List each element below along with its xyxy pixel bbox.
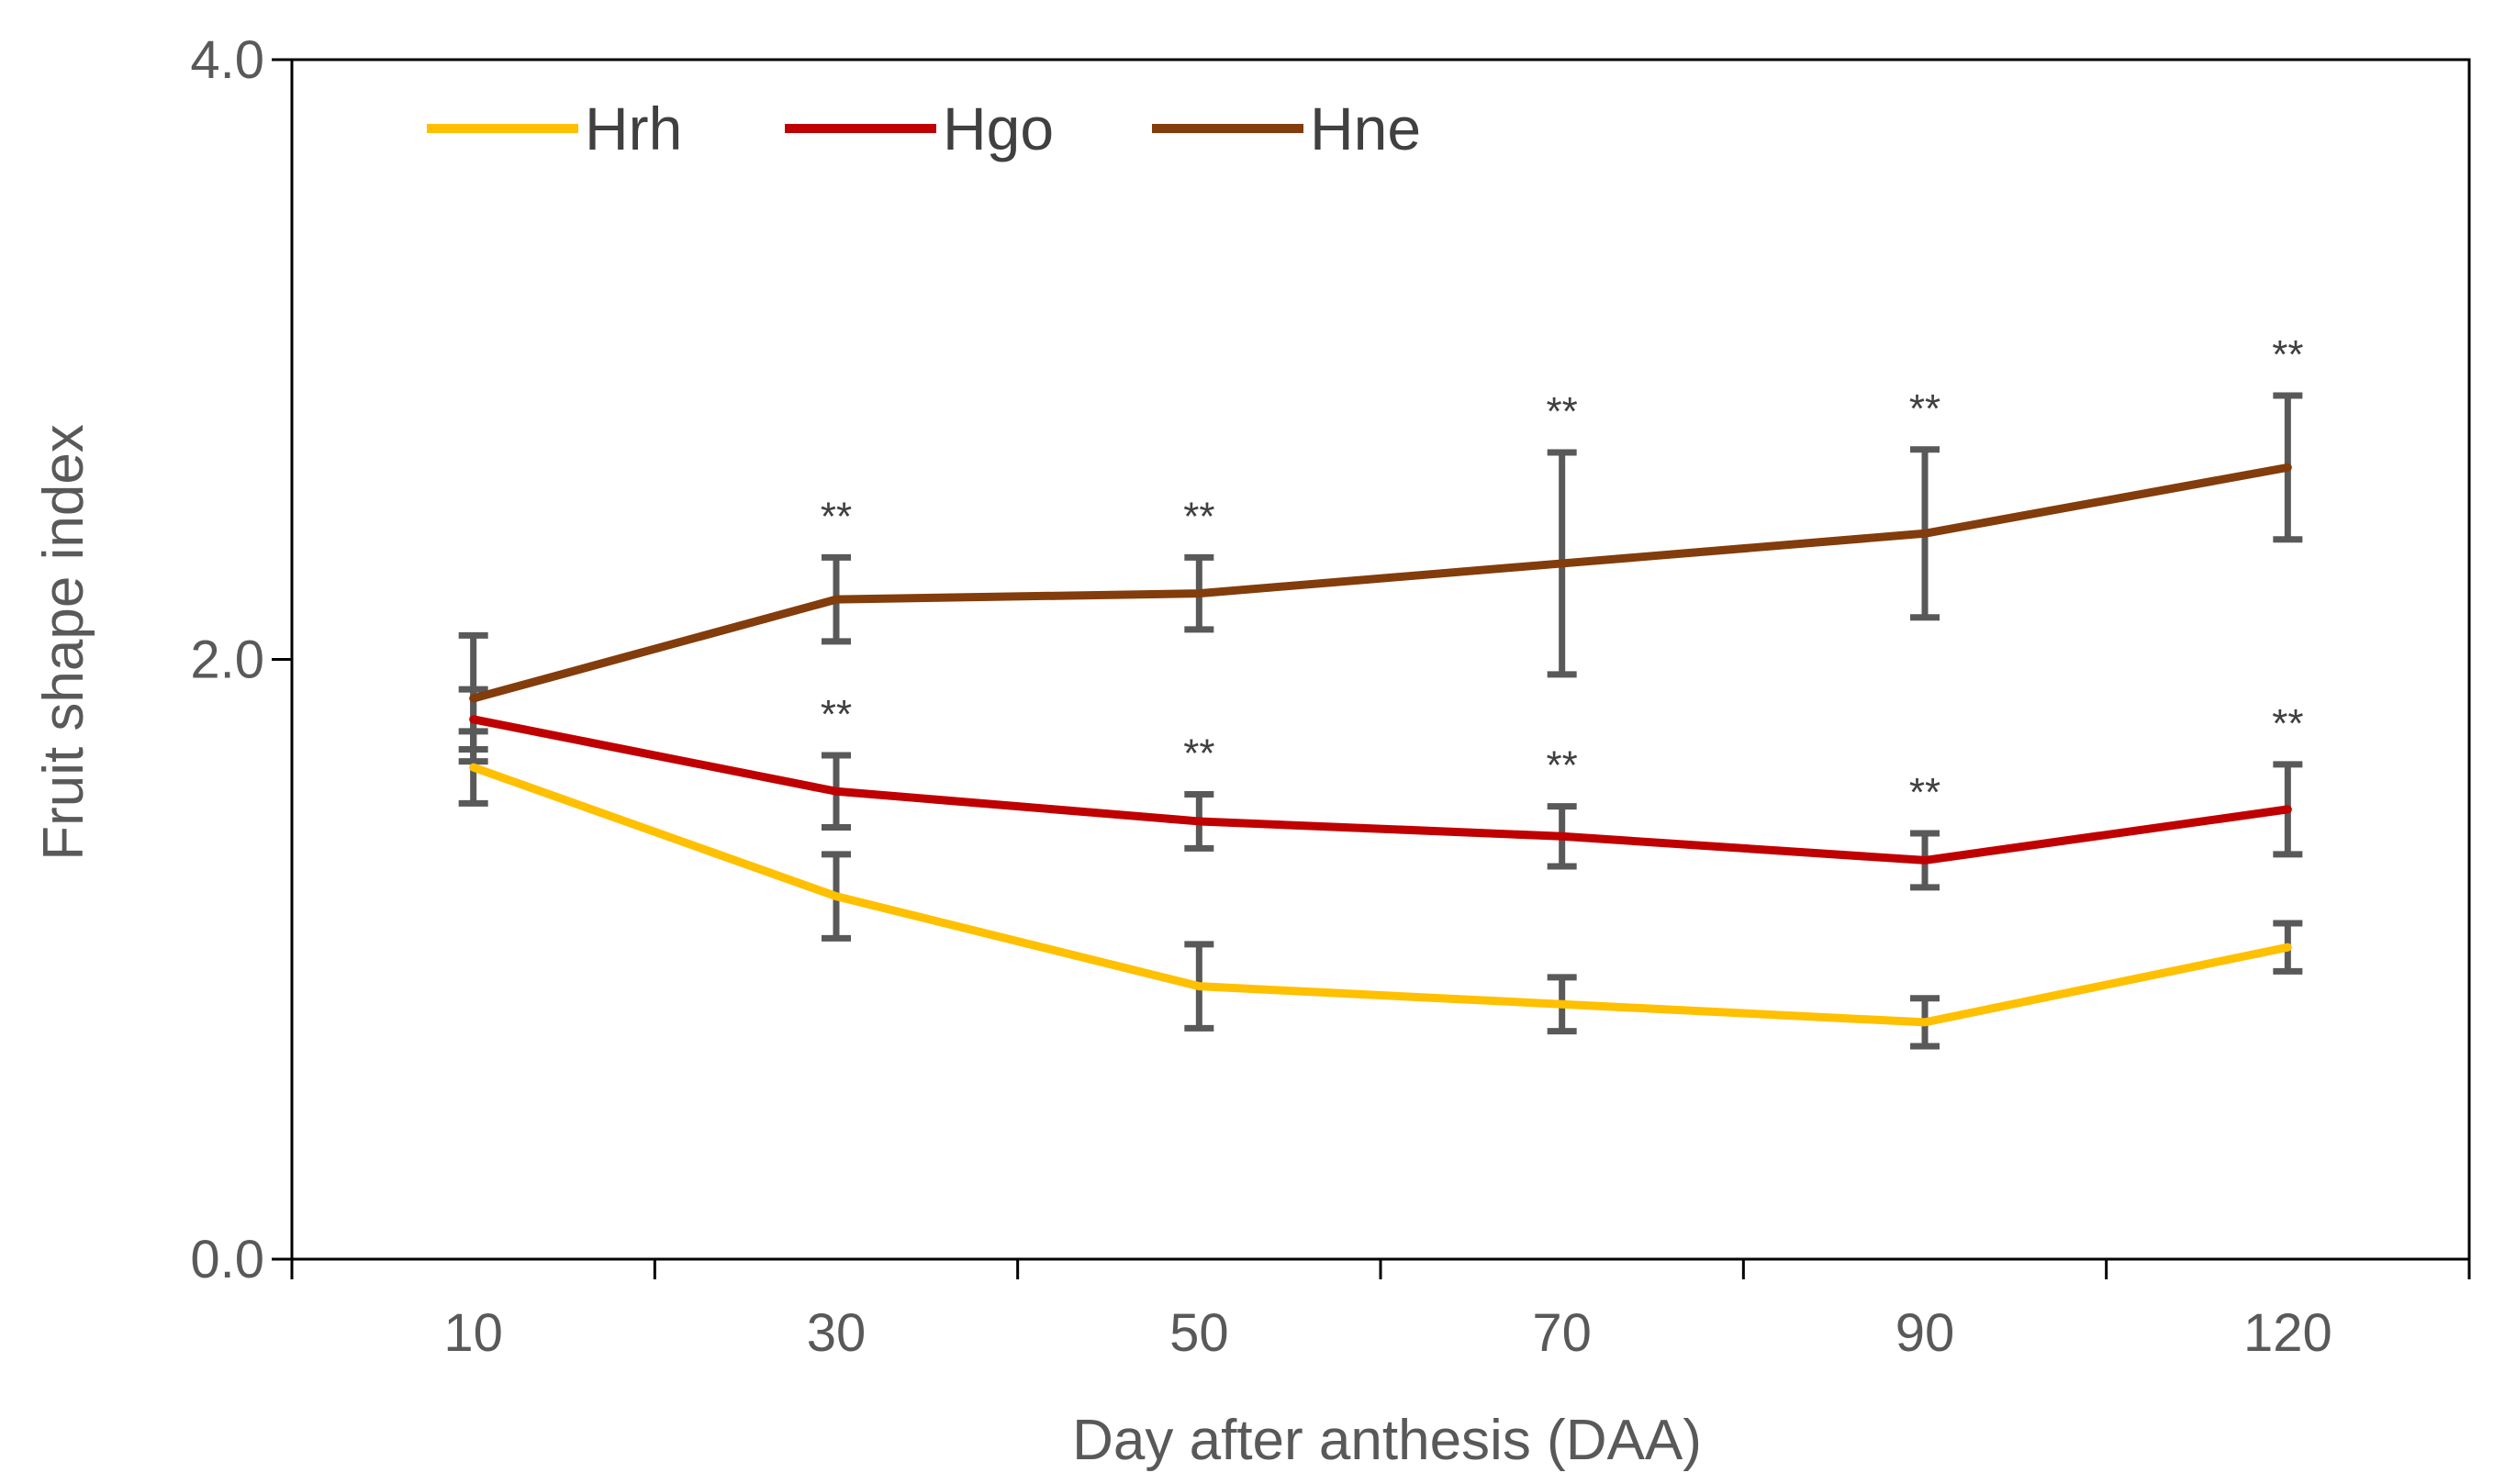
x-tick-label: 70 xyxy=(1532,1303,1592,1363)
significance-label: ** xyxy=(1547,743,1578,788)
legend-label: Hne xyxy=(1310,95,1421,162)
y-tick-label: 0.0 xyxy=(190,1230,264,1289)
legend: Hrh Hgo Hne xyxy=(427,95,1421,162)
y-axis-title: Fruit shape index xyxy=(32,424,95,861)
significance-label: ** xyxy=(1909,386,1940,431)
legend-item-hne: Hne xyxy=(1152,95,1421,162)
error-bars xyxy=(458,392,2303,1050)
series-line-hne xyxy=(469,463,2292,703)
legend-item-hrh: Hrh xyxy=(427,95,682,162)
significance-label: ** xyxy=(1183,494,1214,539)
legend-label: Hrh xyxy=(585,95,682,162)
axes: 0.0 2.0 4.0 10 30 50 70 90 120 xyxy=(190,30,2471,1363)
series-line-hrh xyxy=(469,763,2292,1027)
x-tick-label: 10 xyxy=(443,1303,503,1363)
legend-label: Hgo xyxy=(943,95,1054,162)
significance-label: ** xyxy=(821,692,852,737)
legend-item-hgo: Hgo xyxy=(785,95,1054,162)
x-axis-title: Day after anthesis (DAA) xyxy=(1072,1409,1702,1472)
significance-label: ** xyxy=(1547,389,1578,434)
significance-label: ** xyxy=(1183,731,1214,776)
y-tick-label: 4.0 xyxy=(190,30,264,90)
x-tick-label: 30 xyxy=(807,1303,867,1363)
significance-label: ** xyxy=(2272,701,2303,746)
x-tick-label: 90 xyxy=(1896,1303,1955,1363)
x-tick-label: 120 xyxy=(2243,1303,2332,1363)
y-tick-label: 2.0 xyxy=(190,630,264,690)
significance-label: ** xyxy=(821,494,852,539)
significance-marks: ** ** ** ** ** ** ** ** ** ** xyxy=(821,332,2304,815)
series-line-hgo xyxy=(469,715,2292,865)
significance-label: ** xyxy=(1909,770,1940,815)
significance-label: ** xyxy=(2272,332,2303,377)
series-lines xyxy=(469,463,2292,1027)
x-tick-label: 50 xyxy=(1169,1303,1229,1363)
